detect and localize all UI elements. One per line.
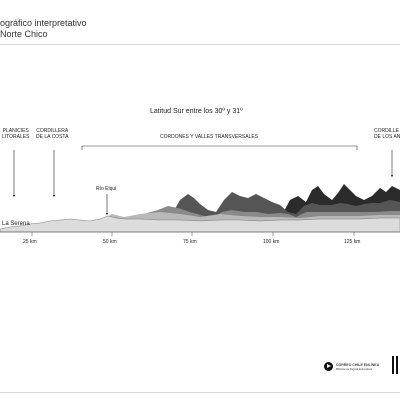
tick-label-50: 50 km <box>103 239 117 245</box>
title-block: ográfico interpretativo Norte Chico <box>0 18 87 40</box>
distance-axis <box>31 232 355 236</box>
bottom-rule <box>0 392 400 393</box>
tick-label-25: 25 km <box>23 239 37 245</box>
label-planicies-litorales: PLANICIES LITORALES <box>2 128 30 140</box>
cordones-bracket <box>81 145 358 150</box>
layer-front <box>0 215 400 233</box>
tick-label-75: 75 km <box>183 239 197 245</box>
title-line-2: Norte Chico <box>0 29 48 39</box>
logo-line-2: Biblioteca Digital Educativa <box>336 366 373 371</box>
subtitle: Latitud Sur entre los 30º y 31º <box>150 108 243 115</box>
footer-logo: CORREO CHILE ENLÍNEA Biblioteca Digital … <box>324 362 379 371</box>
logo-line-1: CORREO CHILE ENLÍNEA <box>336 362 380 367</box>
title-line-1: ográfico interpretativo <box>0 18 87 28</box>
institution-mark-icon <box>392 356 400 374</box>
label-cordillera-andes: CORDILLE DE LOS AN <box>374 128 400 140</box>
label-cordillera-costa: CORDILLERA DE LA COSTA <box>36 128 69 140</box>
tick-label-100: 100 km <box>263 239 280 245</box>
label-la-serena: La Serena <box>2 221 30 227</box>
label-cordones-valles: CORDONES Y VALLES TRANSVERSALES <box>160 134 259 140</box>
play-logo-icon <box>324 362 333 371</box>
label-rio-elqui: Río Elqui <box>96 186 117 192</box>
tick-label-125: 125 km <box>344 239 361 245</box>
top-rule <box>0 44 400 45</box>
logo-text: CORREO CHILE ENLÍNEA Biblioteca Digital … <box>336 363 379 371</box>
